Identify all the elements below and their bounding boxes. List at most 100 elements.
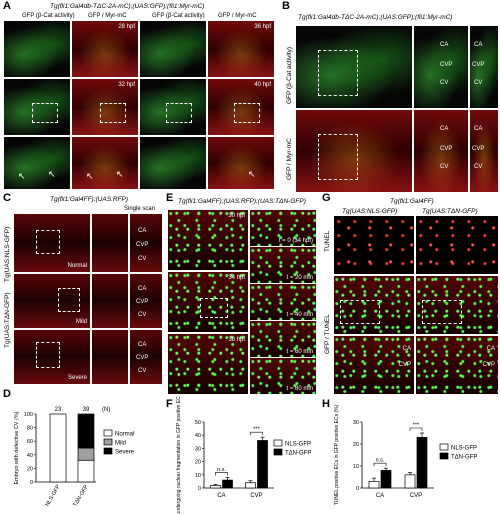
label-cvp: CVP bbox=[472, 146, 485, 152]
zoom-box bbox=[340, 300, 380, 324]
panel-a-title: Tg(fli1:Gal4db-TΔC-2A-mC);(UAS:GFP);(fli… bbox=[50, 3, 205, 10]
arrow-icon: ↖ bbox=[116, 169, 124, 179]
panel-a-col2: GFP / Myr-mC bbox=[88, 13, 127, 19]
y-axis-label: ECs undergoing nuclear fragmentation in … bbox=[176, 396, 182, 514]
n-label: 23 bbox=[55, 407, 62, 413]
micrograph-c-normal-zoom bbox=[92, 214, 128, 272]
panel-e-title: Tg(fli1:Gal4FF);(UAS:RFP);(UAS:TΔN-GFP) bbox=[178, 198, 306, 205]
label-cvp: CVP bbox=[472, 62, 485, 68]
legend-swatch bbox=[103, 447, 113, 455]
y-tick-label: 10 bbox=[195, 473, 201, 479]
y-tick-label: 10 bbox=[353, 464, 359, 470]
micrograph-g-merge-nls bbox=[334, 276, 414, 334]
micrograph-a-merge-28: 28 hpf bbox=[72, 21, 138, 77]
zoom-box bbox=[318, 50, 358, 96]
zoom-box bbox=[36, 342, 60, 368]
label-normal: Normal bbox=[67, 263, 87, 269]
micrograph-a-merge-32: 32 hpf bbox=[72, 79, 138, 135]
panel-a-col3: GFP (β-Cat activity) bbox=[152, 13, 205, 19]
micrograph-a-gfp-40 bbox=[140, 79, 206, 135]
panel-b-row2: GFP / Myr-mC bbox=[286, 138, 293, 180]
y-tick-label: 30 bbox=[353, 420, 359, 426]
chart-d: 0 20 40 60 80 100 Embryo with defective CV (%)… bbox=[14, 407, 135, 508]
time-36hpf: 36 hpf bbox=[254, 24, 271, 30]
panel-c-row1: Tg(UAS:NLS-GFP) bbox=[4, 226, 11, 282]
x-tick-label: CVP bbox=[410, 493, 422, 499]
time-30hpf: 30 hpf bbox=[228, 213, 245, 219]
legend-swatch bbox=[273, 448, 283, 456]
micrograph-a-merge-36: 36 hpf bbox=[208, 21, 274, 77]
micrograph-b-gfp-section: CA CVP CV bbox=[470, 26, 498, 108]
panel-g-row2: GFP / TUNEL bbox=[324, 314, 331, 354]
panel-c-scan: Single scan bbox=[124, 206, 156, 212]
label-cv: CV bbox=[138, 256, 147, 262]
zoom-box bbox=[200, 298, 228, 318]
y-axis-label: TUNEL positive ECs in GFP positive ECs (… bbox=[334, 404, 340, 505]
label-ca: CA bbox=[138, 228, 147, 234]
legend-label: Severe bbox=[115, 450, 135, 456]
chart-f: 0 10 20 30 40 50 ECs undergoing nuclear fragme… bbox=[176, 396, 311, 514]
micrograph-e-34: 34 hpf bbox=[168, 272, 248, 332]
timelapse-e-40: t = 40 min bbox=[250, 284, 316, 320]
panel-b-row1: GFP (β-Cat activity) bbox=[286, 46, 293, 104]
panel-g-row1: TUNEL bbox=[324, 230, 331, 252]
bar-tδn-gfp bbox=[380, 470, 392, 489]
micrograph-b-gfp-zoom: CA CVP CV bbox=[414, 26, 468, 108]
label-ca: CA bbox=[440, 126, 449, 132]
micrograph-c-severe-zoom bbox=[92, 330, 128, 384]
panel-c-row2: Tg(UAS:TΔN-GFP) bbox=[4, 292, 11, 348]
y-tick-label: 30 bbox=[195, 446, 201, 452]
time-t0: t = 0 (34 hpf) bbox=[278, 238, 313, 244]
panel-a-col4: GFP / Myr-mC bbox=[218, 13, 257, 19]
significance-bracket bbox=[250, 431, 263, 436]
legend-label: Mild bbox=[115, 441, 126, 447]
label-cvp: CVP bbox=[398, 362, 411, 368]
significance-bracket bbox=[215, 472, 228, 476]
micrograph-a-zoom-3 bbox=[140, 137, 206, 189]
y-tick-label: 0 bbox=[198, 486, 201, 492]
zoom-box bbox=[166, 103, 192, 123]
micrograph-a-merge-40: 40 hpf bbox=[208, 79, 274, 135]
y-tick-label: 50 bbox=[195, 420, 201, 426]
micrograph-a-zoom-1: ↖ ↖ bbox=[4, 137, 70, 189]
panel-g-col1: Tg(UAS:NLS-GFP) bbox=[342, 208, 398, 215]
y-tick-label: 40 bbox=[27, 453, 33, 459]
panel-a-label: A bbox=[3, 0, 11, 12]
y-tick-label: 100 bbox=[24, 412, 33, 418]
legend-label: TΔN-GFP bbox=[285, 451, 311, 457]
arrow-icon: ↖ bbox=[86, 171, 94, 181]
y-tick-label: 80 bbox=[27, 426, 33, 432]
y-tick-label: 20 bbox=[195, 460, 201, 466]
bar-normal bbox=[77, 459, 95, 483]
significance-label: *** bbox=[413, 423, 420, 429]
panel-g-col2: Tg(UAS:TΔN-GFP) bbox=[422, 208, 478, 215]
panel-d-label: D bbox=[3, 388, 11, 400]
label-cv: CV bbox=[440, 164, 449, 170]
panel-h-label: H bbox=[322, 398, 330, 410]
legend-label: NLS-GFP bbox=[285, 442, 311, 448]
legend-swatch bbox=[273, 439, 283, 447]
label-cvp: CVP bbox=[440, 62, 453, 68]
significance-label: *** bbox=[253, 427, 260, 433]
zoom-box bbox=[318, 134, 358, 180]
y-tick-label: 40 bbox=[195, 433, 201, 439]
legend-label: TΔN-GFP bbox=[451, 455, 477, 461]
y-tick-label: 20 bbox=[353, 442, 359, 448]
y-tick-label: 0 bbox=[356, 486, 359, 492]
label-cvp: CVP bbox=[136, 242, 149, 248]
x-tick-label: TΔN-GFP bbox=[72, 484, 89, 508]
panel-a-col1: GFP (β-Cat activity) bbox=[22, 13, 75, 19]
n-label: 39 bbox=[83, 407, 90, 413]
legend-label: Normal bbox=[115, 432, 134, 438]
y-tick-label: 60 bbox=[27, 439, 33, 445]
significance-bracket bbox=[373, 462, 387, 467]
legend-label: NLS-GFP bbox=[451, 446, 477, 452]
y-axis-label: Embryo with defective CV (%) bbox=[14, 411, 20, 484]
time-t20: t = 20 min bbox=[286, 275, 313, 281]
timelapse-e-60: t = 60 min bbox=[250, 321, 316, 357]
bar-tδn-gfp bbox=[222, 479, 233, 489]
micrograph-c-normal: Normal bbox=[14, 214, 90, 272]
zoom-box bbox=[422, 300, 462, 324]
zoom-box bbox=[100, 103, 126, 123]
zoom-box bbox=[58, 288, 80, 312]
